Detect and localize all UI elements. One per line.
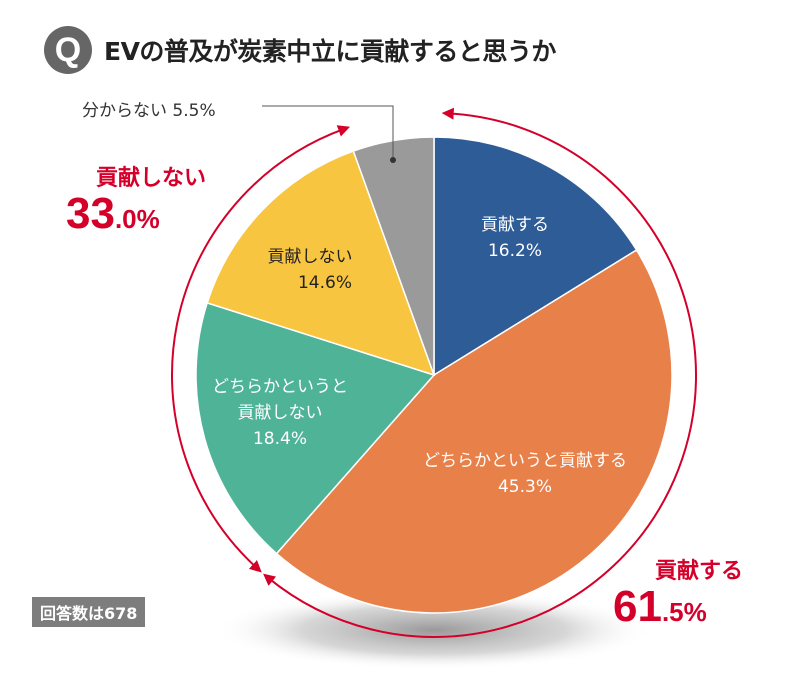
slice-value: 16.2% — [487, 241, 542, 261]
slice-name: 貢献する — [481, 215, 549, 235]
slice-value: 14.6% — [297, 273, 352, 293]
slice-value: 45.3% — [497, 477, 552, 497]
unknown-callout-dot — [390, 157, 396, 163]
pie-shadow — [214, 590, 654, 670]
group-label: 貢献しない — [96, 165, 207, 190]
group-contribute: 貢献する 61.5% — [613, 553, 744, 629]
slice-label-not-contribute: 貢献しない 14.6% — [250, 244, 370, 296]
slice-label-somewhat-contribute: どちらかというと貢献する 45.3% — [380, 448, 670, 500]
unknown-callout-line — [262, 105, 394, 160]
q-badge: Q — [44, 26, 92, 74]
contribute-group-arc — [263, 107, 697, 638]
group-value-dec: .5% — [661, 597, 707, 627]
title-text: EVの普及が炭素中立に貢献すると思うか — [104, 37, 556, 66]
slice-name: どちらかというと貢献する — [423, 451, 627, 471]
slice-name: 貢献しない — [267, 247, 353, 267]
slice-label-contribute: 貢献する 16.2% — [460, 212, 570, 264]
chart-title: Q EVの普及が炭素中立に貢献すると思うか — [44, 26, 556, 74]
group-value-int: 33 — [66, 189, 115, 238]
not-contribute-group-arc — [171, 125, 351, 573]
slice-name-line1: どちらかというと — [212, 377, 348, 397]
group-value-int: 61 — [613, 582, 662, 631]
group-label: 貢献する — [655, 558, 744, 583]
group-value-dec: .0% — [114, 204, 160, 234]
slice-name-line2: 貢献しない — [237, 403, 323, 423]
respondent-count: 回答数は678 — [32, 597, 146, 627]
slice-label-somewhat-not: どちらかというと 貢献しない 18.4% — [200, 374, 360, 452]
slice-value: 18.4% — [252, 429, 307, 449]
pie-slice-0 — [433, 136, 638, 377]
unknown-callout-label: 分からない 5.5% — [82, 101, 216, 121]
group-not-contribute: 貢献しない 33.0% — [66, 160, 207, 236]
